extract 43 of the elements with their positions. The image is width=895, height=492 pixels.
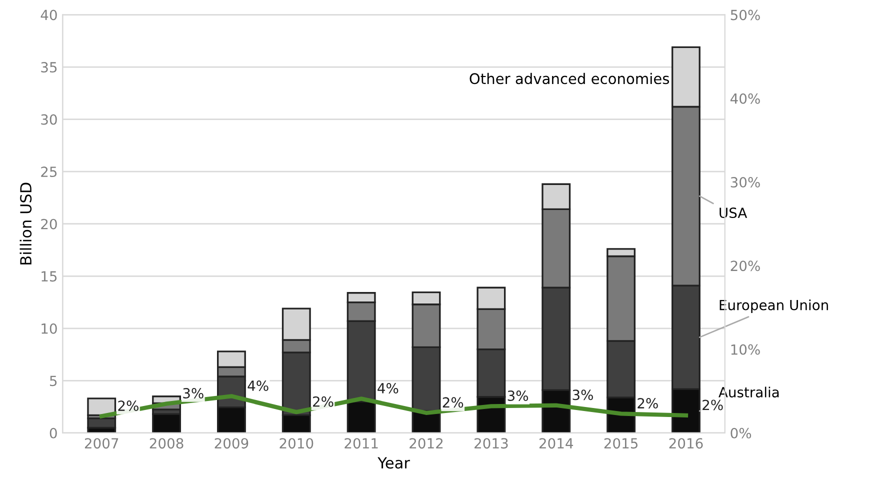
series-label: Other advanced economies bbox=[470, 72, 670, 84]
data-label: 2% bbox=[442, 397, 464, 408]
x-tick-label: 2015 bbox=[604, 438, 638, 449]
series-label: European Union bbox=[720, 300, 828, 313]
data-label: 3% bbox=[508, 390, 528, 401]
x-tick-label: 2007 bbox=[84, 438, 118, 449]
y-tick-label: 30 bbox=[41, 114, 57, 125]
x-tick-label: 2016 bbox=[669, 438, 703, 449]
x-tick-label: 2011 bbox=[344, 438, 378, 449]
x-axis-title: Year bbox=[378, 457, 410, 469]
y2-tick-label: 10% bbox=[731, 344, 760, 355]
data-label: 3% bbox=[572, 390, 593, 400]
y2-tick-label: 40% bbox=[730, 93, 760, 104]
y-tick-label: 15 bbox=[42, 271, 57, 282]
y2-tick-label: 50% bbox=[730, 10, 760, 20]
y-tick-label: 0 bbox=[50, 428, 57, 438]
y-tick-label: 40 bbox=[40, 10, 57, 20]
x-tick-label: 2010 bbox=[280, 438, 314, 449]
x-tick-label: 2013 bbox=[474, 438, 508, 449]
data-label: 2% bbox=[118, 400, 138, 412]
x-tick-label: 2008 bbox=[150, 438, 184, 449]
data-label: 2% bbox=[313, 396, 334, 407]
data-label: 2% bbox=[702, 400, 723, 410]
y-tick-label: 5 bbox=[50, 376, 57, 386]
data-label: 4% bbox=[248, 380, 268, 391]
data-label: 3% bbox=[183, 388, 204, 398]
y2-tick-label: 20% bbox=[730, 260, 760, 272]
x-tick-label: 2009 bbox=[214, 438, 248, 449]
series-label: USA bbox=[720, 208, 748, 218]
series-label: Australia bbox=[718, 386, 779, 398]
y2-tick-label: 0% bbox=[730, 428, 752, 438]
bar bbox=[152, 413, 182, 433]
y-tick-label: 10 bbox=[42, 323, 57, 334]
data-label: 4% bbox=[378, 382, 398, 394]
y-tick-label: 35 bbox=[41, 62, 57, 73]
bar bbox=[87, 398, 116, 416]
x-tick-label: 2012 bbox=[410, 438, 443, 449]
y-tick-label: 20 bbox=[41, 218, 57, 230]
x-tick-label: 2014 bbox=[539, 438, 574, 449]
y2-tick-label: 30% bbox=[730, 177, 760, 188]
y-axis-title: Billion USD bbox=[20, 182, 32, 264]
y-tick-label: 25 bbox=[41, 166, 57, 178]
data-label: 2% bbox=[638, 398, 658, 409]
